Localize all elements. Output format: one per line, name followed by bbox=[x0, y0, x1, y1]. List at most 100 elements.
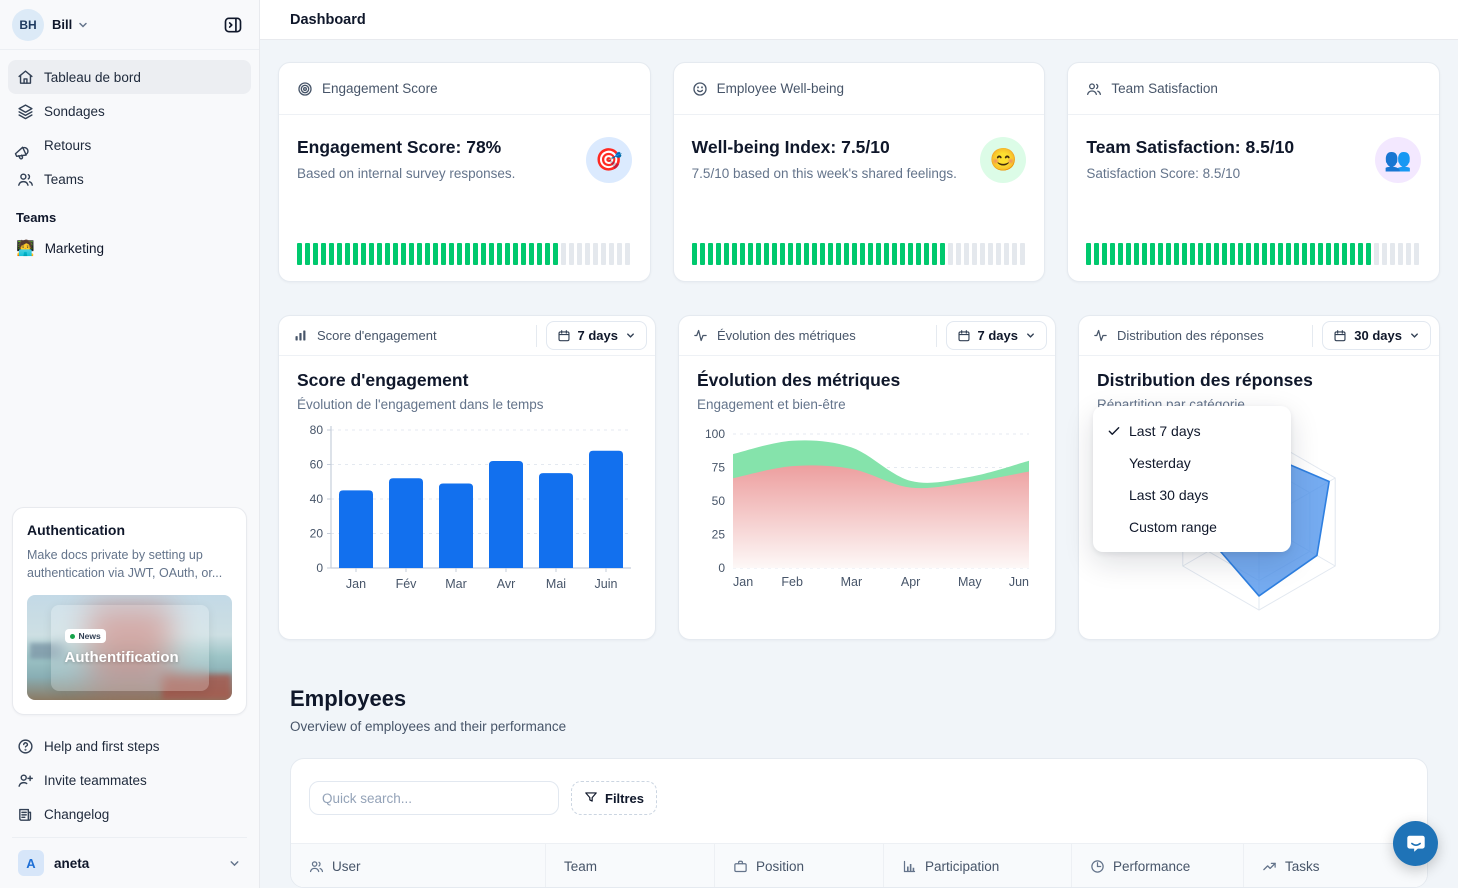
card-header-label: Score d'engagement bbox=[317, 328, 437, 343]
promo-card-authentication[interactable]: Authentication Make docs private by sett… bbox=[12, 506, 247, 715]
target-emoji-icon: 🎯 bbox=[585, 137, 632, 183]
chart-subtitle: Évolution de l'engagement dans le temps bbox=[297, 397, 544, 412]
chevron-down-icon[interactable] bbox=[77, 19, 89, 31]
svg-text:Jan: Jan bbox=[346, 577, 366, 591]
svg-text:20: 20 bbox=[310, 527, 324, 541]
sidebar-header: BH Bill bbox=[0, 0, 259, 50]
card-header: Distribution des réponses 30 days bbox=[1079, 316, 1439, 356]
promo-image-caption: Authentification bbox=[64, 649, 179, 666]
column-header-tasks[interactable]: Tasks bbox=[1243, 844, 1427, 887]
table-toolbar: Filtres bbox=[291, 759, 1427, 815]
avatar[interactable]: BH bbox=[12, 8, 44, 41]
sidebar-item-help[interactable]: Help and first steps bbox=[8, 729, 251, 763]
page-title: Dashboard bbox=[290, 11, 366, 28]
calendar-icon bbox=[557, 329, 571, 343]
card-header-label: Engagement Score bbox=[322, 81, 438, 96]
chevron-down-icon bbox=[1025, 330, 1036, 341]
svg-text:75: 75 bbox=[712, 461, 726, 475]
column-header-team[interactable]: Team bbox=[545, 844, 714, 887]
svg-text:Juin: Juin bbox=[595, 577, 618, 591]
chat-widget-button[interactable] bbox=[1393, 821, 1438, 866]
bar-chart: 0 20 40 60 80 Jan Fév Mar Avr Mai Juin bbox=[297, 422, 637, 607]
team-name: Marketing bbox=[44, 240, 104, 256]
promo-title: Authentication bbox=[27, 521, 125, 538]
svg-text:Mar: Mar bbox=[841, 575, 863, 589]
menu-item-last-7-days[interactable]: Last 7 days bbox=[1093, 415, 1291, 447]
technologist-emoji-icon: 🧑‍💻 bbox=[16, 240, 35, 257]
sidebar-footer: Help and first steps Invite teammates Ch… bbox=[0, 725, 259, 888]
column-header-position[interactable]: Position bbox=[714, 844, 883, 887]
user-name[interactable]: Bill bbox=[52, 17, 73, 32]
sidebar-item-teams[interactable]: Teams bbox=[8, 162, 251, 196]
progress-bar bbox=[691, 243, 1027, 265]
section-subtitle: Overview of employees and their performa… bbox=[290, 719, 567, 734]
sidebar-collapse-icon[interactable] bbox=[219, 11, 247, 39]
sidebar-item-invite[interactable]: Invite teammates bbox=[8, 763, 251, 797]
card-header: Employee Well-being bbox=[673, 63, 1045, 115]
svg-text:60: 60 bbox=[310, 458, 324, 472]
sidebar-item-retours[interactable]: Retours bbox=[8, 128, 251, 162]
users-icon bbox=[309, 859, 324, 874]
sidebar-item-label: Teams bbox=[44, 171, 84, 187]
activity-icon bbox=[693, 328, 708, 343]
workspace-name: aneta bbox=[54, 855, 90, 871]
chart-title: Distribution des réponses bbox=[1097, 370, 1313, 390]
promo-body: Make docs private by setting up authenti… bbox=[27, 547, 223, 581]
svg-text:Jan: Jan bbox=[733, 575, 753, 589]
svg-text:Jun: Jun bbox=[1009, 575, 1029, 589]
menu-item-last-30-days[interactable]: Last 30 days bbox=[1129, 487, 1209, 503]
sidebar-item-changelog[interactable]: Changelog bbox=[8, 797, 251, 831]
svg-text:40: 40 bbox=[310, 492, 324, 506]
table-header-row: User Team Position Participation bbox=[291, 843, 1427, 887]
content: Engagement Score Engagement Score: 78% B… bbox=[260, 40, 1458, 888]
svg-text:0: 0 bbox=[316, 561, 323, 575]
busts-emoji-icon: 👥 bbox=[1375, 137, 1422, 183]
sidebar-item-label: Retours bbox=[44, 137, 92, 153]
news-badge: News bbox=[64, 629, 106, 643]
menu-item-yesterday[interactable]: Yesterday bbox=[1129, 455, 1191, 471]
range-selector-button[interactable]: 7 days bbox=[545, 321, 647, 350]
card-header: Engagement Score bbox=[279, 63, 650, 115]
workspace-switcher[interactable]: A aneta bbox=[8, 844, 251, 888]
calendar-icon bbox=[957, 329, 971, 343]
range-selector-button[interactable]: 7 days bbox=[945, 321, 1047, 350]
stat-subtitle: Based on internal survey responses. bbox=[297, 166, 516, 181]
sidebar-item-tableau-de-bord[interactable]: Tableau de bord bbox=[8, 60, 251, 94]
svg-text:50: 50 bbox=[712, 494, 726, 508]
column-header-user[interactable]: User bbox=[291, 844, 545, 887]
target-icon bbox=[297, 81, 313, 97]
sidebar-item-label: Invite teammates bbox=[44, 772, 147, 788]
column-header-participation[interactable]: Participation bbox=[883, 844, 1071, 887]
topbar: Dashboard bbox=[260, 0, 1458, 40]
stat-cards-row: Engagement Score Engagement Score: 78% B… bbox=[278, 62, 1441, 282]
check-icon bbox=[1107, 424, 1129, 438]
svg-text:Fév: Fév bbox=[396, 577, 418, 591]
svg-text:Apr: Apr bbox=[901, 575, 920, 589]
range-selector-button[interactable]: 30 days bbox=[1322, 321, 1431, 350]
card-header-label: Distribution des réponses bbox=[1117, 328, 1264, 343]
filters-button[interactable]: Filtres bbox=[571, 781, 658, 815]
search-input[interactable] bbox=[309, 781, 559, 815]
promo-image-overlay: News Authentification bbox=[50, 604, 209, 691]
svg-text:0: 0 bbox=[718, 561, 725, 575]
teams-section-label: Teams bbox=[16, 210, 57, 225]
chart-subtitle: Engagement et bien-être bbox=[697, 397, 846, 412]
users-icon bbox=[1086, 81, 1102, 97]
funnel-icon bbox=[584, 790, 598, 807]
sidebar-item-sondages[interactable]: Sondages bbox=[8, 94, 251, 128]
card-header-label: Team Satisfaction bbox=[1111, 81, 1218, 96]
sidebar-item-marketing[interactable]: 🧑‍💻 Marketing bbox=[0, 231, 259, 265]
smiley-icon bbox=[692, 81, 708, 97]
menu-item-custom-range[interactable]: Custom range bbox=[1129, 519, 1217, 535]
sidebar: BH Bill Tableau de bord Sondages Retours bbox=[0, 0, 260, 888]
stat-title: Engagement Score: 78% bbox=[297, 137, 502, 157]
sidebar-nav: Tableau de bord Sondages Retours Teams bbox=[0, 50, 259, 196]
promo-image[interactable]: News Authentification bbox=[27, 595, 232, 700]
svg-text:100: 100 bbox=[705, 427, 725, 441]
svg-text:May: May bbox=[958, 575, 982, 589]
changelog-icon bbox=[16, 806, 34, 823]
column-header-performance[interactable]: Performance bbox=[1071, 844, 1243, 887]
svg-text:Mar: Mar bbox=[445, 577, 467, 591]
sidebar-item-label: Help and first steps bbox=[44, 738, 160, 754]
activity-icon bbox=[1093, 328, 1108, 343]
